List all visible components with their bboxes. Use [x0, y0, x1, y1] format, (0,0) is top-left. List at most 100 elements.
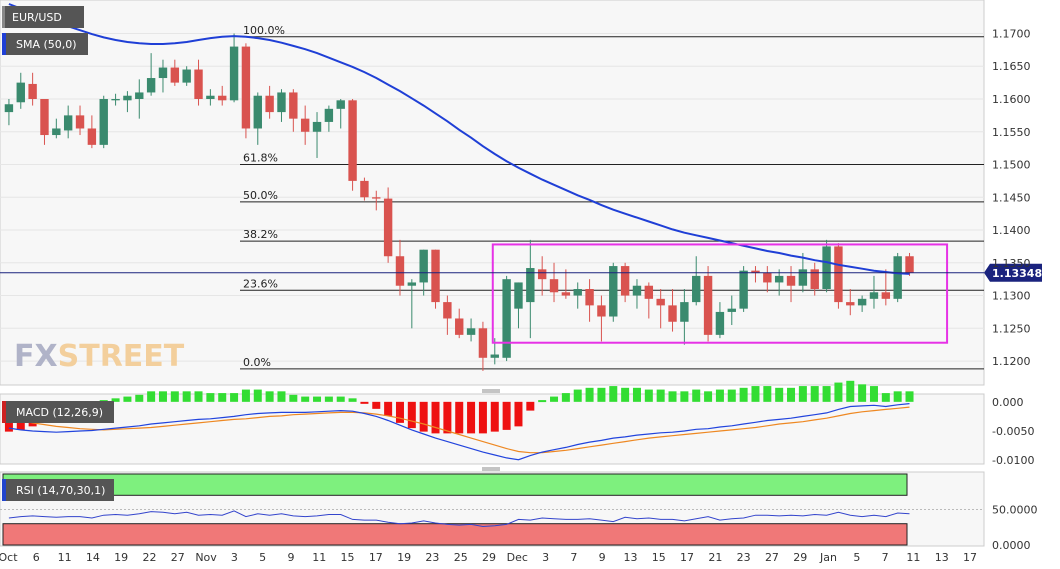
macd-histogram-bar	[680, 391, 689, 402]
rsi-indicator-label[interactable]: RSI (14,70,30,1)	[2, 479, 114, 501]
macd-histogram-bar	[289, 394, 298, 402]
price-axis: 1.1700 1.1650 1.1600 1.1550 1.1500 1.1450 1.14…	[992, 27, 1031, 368]
price-axis-tick: 1.1450	[992, 191, 1031, 204]
candle-body	[229, 46, 239, 101]
sma-indicator-label[interactable]: SMA (50,0)	[2, 33, 88, 55]
candle	[300, 105, 310, 145]
candle-body	[360, 180, 369, 198]
price-axis-tick: 1.1250	[992, 322, 1031, 335]
candle-body	[715, 311, 725, 335]
candle-body	[419, 249, 428, 283]
instrument-name: EUR/USD	[12, 11, 62, 24]
candle-body	[632, 285, 642, 296]
time-axis-tick: 22	[142, 551, 156, 564]
sma-line	[8, 3, 910, 275]
candle-body	[846, 302, 855, 306]
candle	[810, 262, 819, 296]
candle-body	[609, 266, 618, 317]
macd-histogram-bar	[336, 396, 345, 402]
candle-body	[75, 115, 85, 129]
candle	[431, 249, 440, 309]
candle-body	[123, 95, 132, 101]
rsi-axis-tick: 50.0000	[992, 504, 1038, 517]
candle	[135, 79, 144, 119]
panel-splitter[interactable]	[482, 389, 500, 393]
macd-histogram-bar	[265, 391, 274, 402]
candle	[881, 269, 891, 306]
time-axis-tick: 9	[287, 551, 294, 564]
candle-body	[893, 256, 902, 299]
panel-splitter[interactable]	[482, 467, 500, 471]
rsi-overbought-zone	[2, 473, 908, 496]
candle-body	[253, 95, 262, 129]
candle	[774, 269, 784, 296]
candle	[312, 112, 322, 158]
candle	[502, 275, 511, 362]
candle-body	[822, 246, 831, 289]
candle	[763, 266, 772, 293]
macd-histogram-bar	[810, 386, 819, 402]
candle-body	[99, 99, 108, 145]
fib-level-label: 100.0%	[243, 24, 285, 37]
macd-histogram-bar	[597, 387, 606, 402]
macd-histogram-bar	[313, 396, 322, 402]
macd-histogram-bar	[431, 401, 440, 434]
candle	[28, 72, 37, 106]
candle-body	[135, 92, 144, 99]
candle	[324, 105, 334, 132]
macd-histogram-bar	[881, 393, 890, 402]
candle-body	[383, 198, 393, 257]
candle-body	[158, 67, 168, 79]
candle	[727, 295, 736, 326]
candle	[692, 256, 701, 306]
candle-body	[810, 269, 819, 289]
candle-body	[443, 302, 452, 319]
time-axis-tick: 21	[708, 551, 722, 564]
macd-histogram-bar	[692, 389, 701, 402]
candle	[277, 89, 286, 122]
instrument-label[interactable]: EUR/USD	[2, 6, 84, 28]
candle	[241, 43, 251, 139]
candle-body	[537, 269, 547, 280]
price-axis-tick: 1.1400	[992, 224, 1031, 237]
candle-body	[786, 275, 796, 286]
candle	[786, 266, 796, 303]
time-axis-tick: 13	[623, 551, 637, 564]
macd-histogram-bar	[348, 398, 357, 402]
macd-indicator-label[interactable]: MACD (12,26,9)	[2, 401, 114, 423]
time-axis-tick: Dec	[507, 551, 528, 564]
candle-body	[692, 275, 701, 303]
candle-body	[834, 246, 843, 303]
candle-body	[739, 270, 748, 309]
macd-histogram-bar	[869, 386, 878, 402]
macd-histogram-bar	[644, 389, 653, 402]
macd-histogram-bar	[751, 386, 760, 402]
candle	[206, 89, 215, 106]
candle-body	[668, 305, 677, 322]
fib-level-label: 61.8%	[243, 152, 278, 165]
price-axis-tick: 1.1500	[992, 159, 1031, 172]
time-axis-tick: 17	[369, 551, 383, 564]
macd-histogram-bar	[561, 393, 570, 402]
macd-axis-tick: -0.0050	[992, 425, 1034, 438]
candle-body	[277, 92, 286, 113]
rsi-oversold-zone	[2, 523, 908, 546]
candle-body	[348, 100, 357, 181]
candle	[609, 262, 618, 322]
watermark-street: STREET	[58, 339, 185, 374]
candle-body	[514, 282, 523, 309]
candle-body	[372, 197, 381, 199]
candle	[99, 95, 108, 149]
time-axis-tick: 3	[542, 551, 549, 564]
candle-body	[644, 285, 654, 299]
time-axis-tick: 19	[397, 551, 411, 564]
current-price-value: 1.133480	[992, 267, 1050, 280]
macd-axis-tick: 0.000	[992, 396, 1024, 409]
candle	[218, 85, 227, 106]
candle	[146, 53, 156, 96]
time-axis-tick: 25	[454, 551, 468, 564]
candle	[63, 105, 73, 139]
time-axis-tick: Jan	[819, 551, 837, 564]
macd-histogram-bar	[158, 391, 167, 402]
